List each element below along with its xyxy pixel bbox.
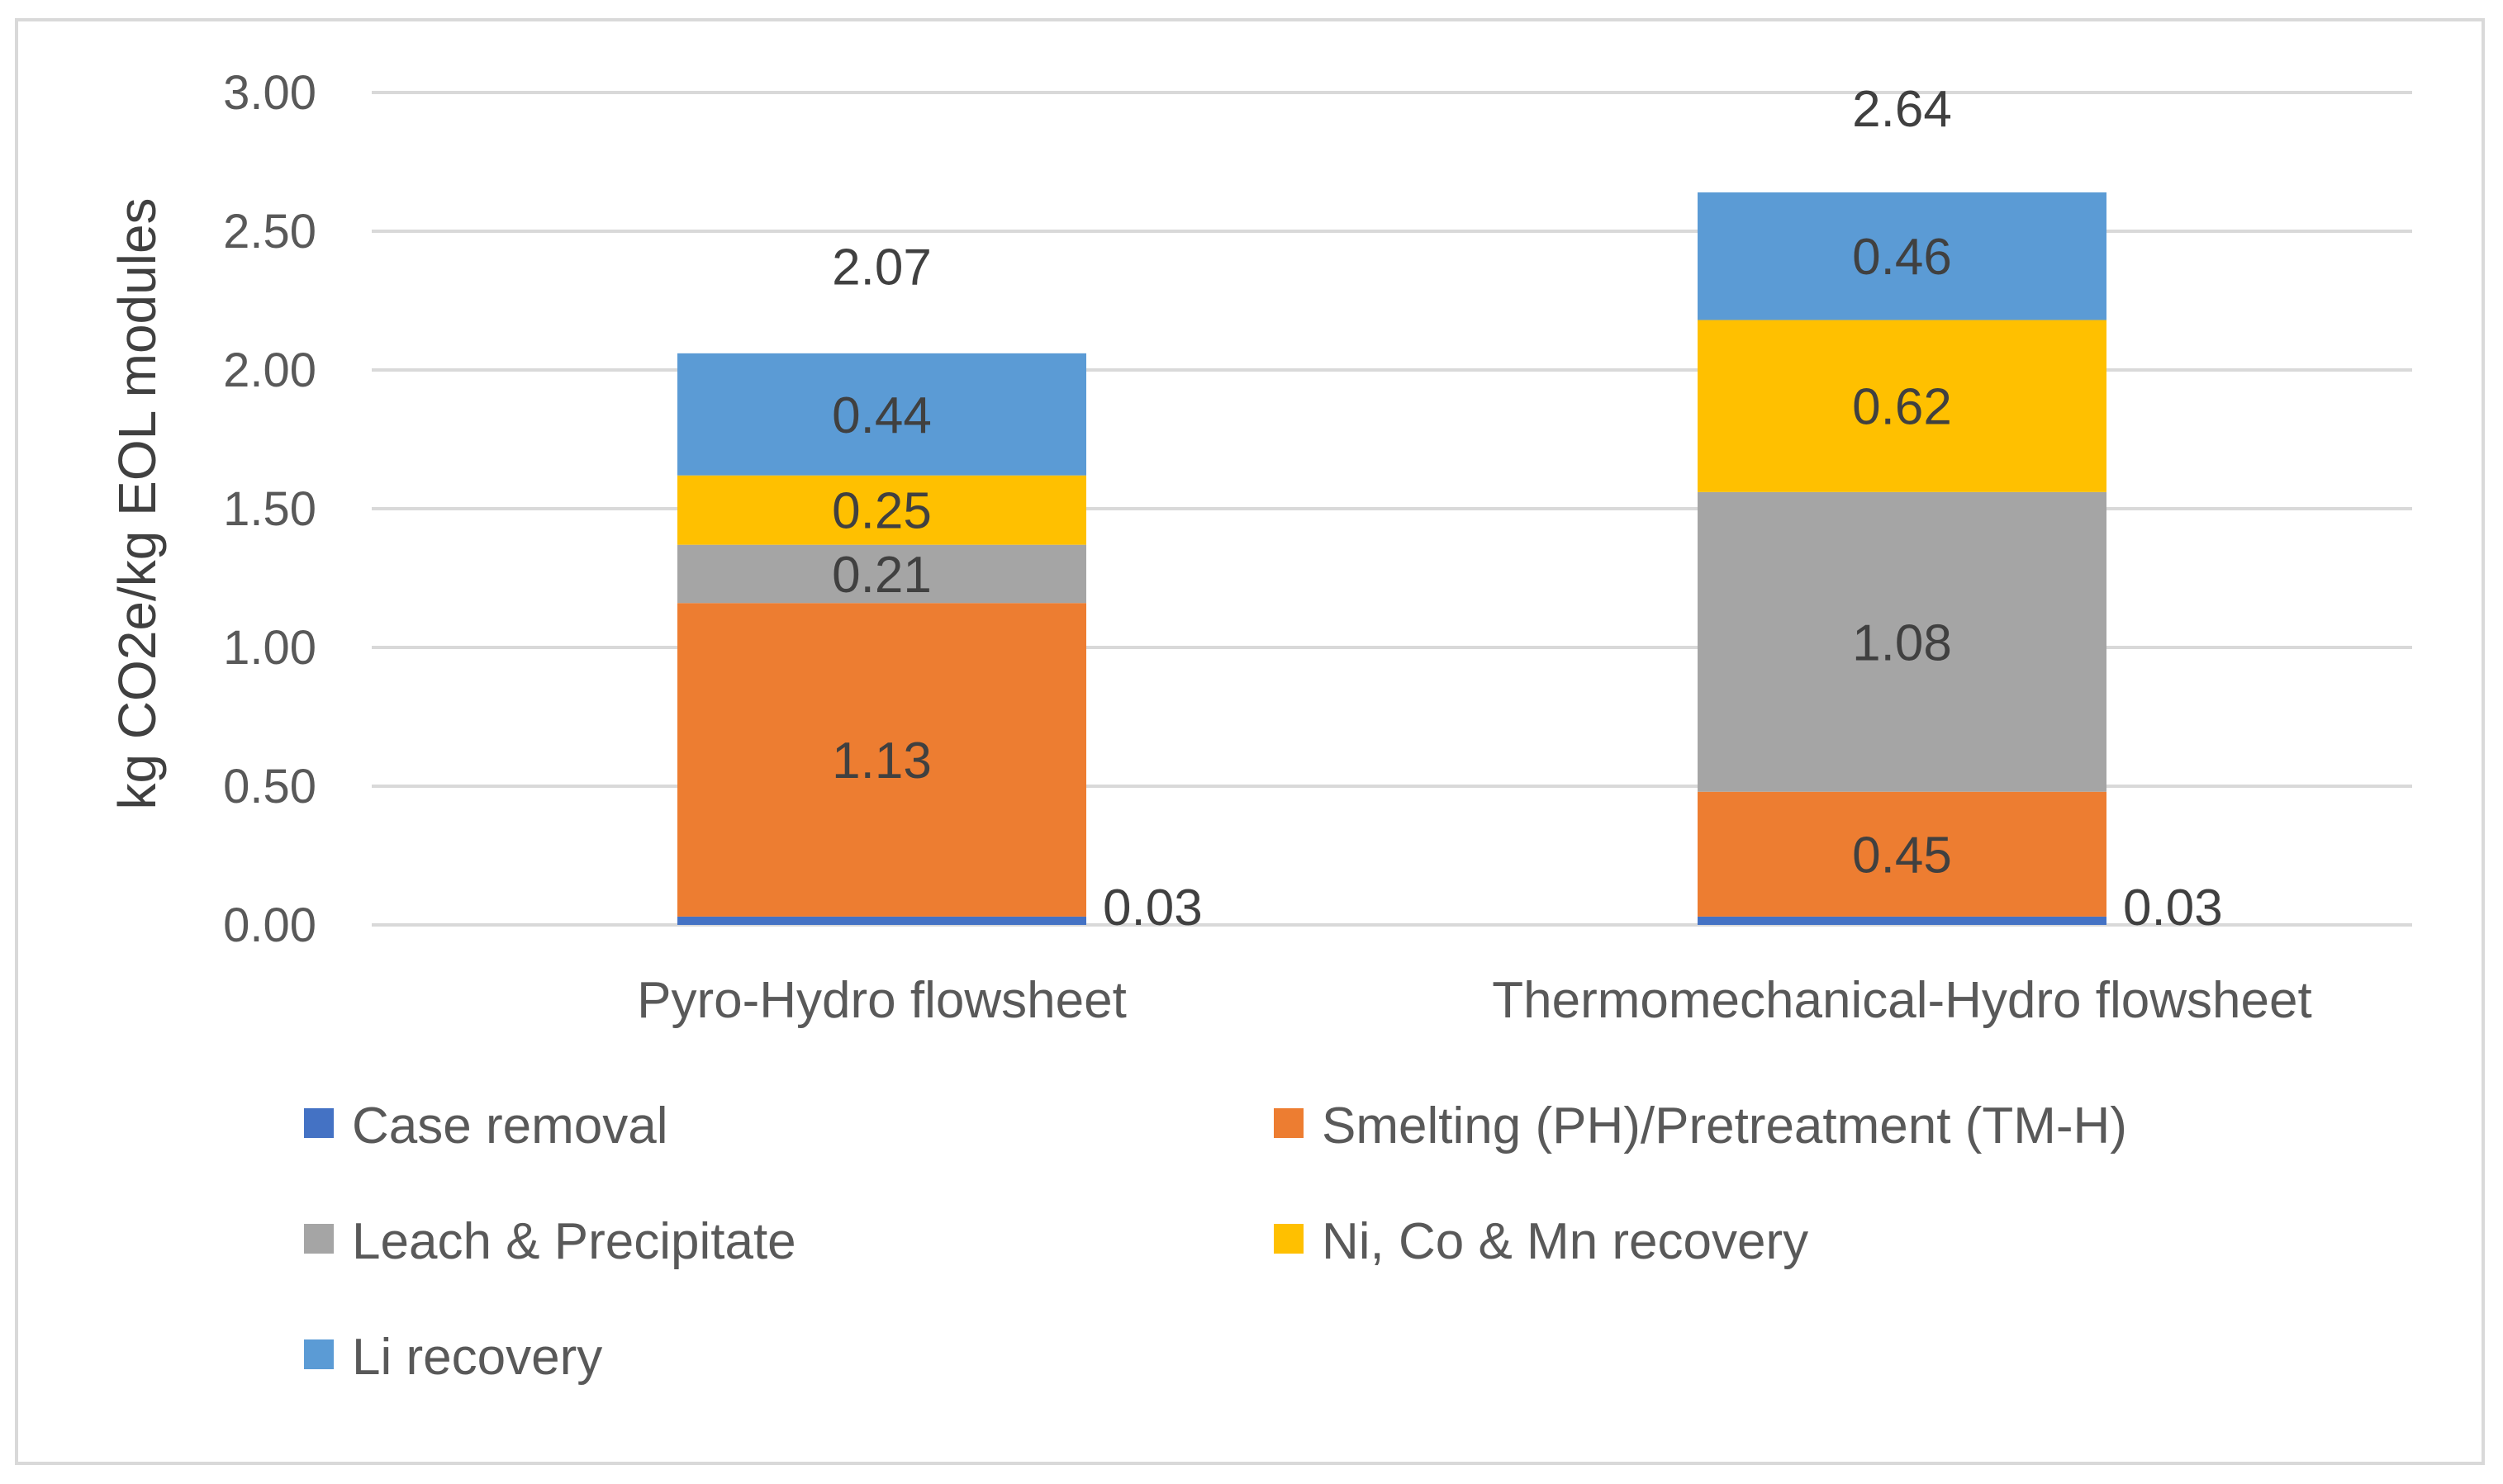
total-label: 2.07 [832, 239, 932, 296]
y-tick-label: 2.00 [223, 344, 316, 397]
bar-segment [677, 353, 1086, 476]
y-tick-label: 1.00 [223, 621, 316, 675]
legend-label: Leach & Precipitate [352, 1213, 796, 1270]
bar-segment [1698, 791, 2106, 917]
y-tick-label: 0.50 [223, 760, 316, 813]
data-label: 1.13 [832, 733, 932, 789]
y-tick-label: 3.00 [223, 66, 316, 120]
y-axis-title: kg CO2e/kg EOL modules [107, 197, 167, 809]
legend-swatch [1274, 1108, 1304, 1138]
bars [677, 192, 2106, 925]
legend-label: Smelting (PH)/Pretreatment (TM-H) [1322, 1098, 2127, 1154]
y-tick-label: 1.50 [223, 482, 316, 536]
data-label: 0.03 [2123, 879, 2223, 936]
legend: Case removal Smelting (PH)/Pretreatment (… [304, 1098, 2127, 1386]
y-tick-label: 0.00 [223, 898, 316, 952]
data-label: 0.03 [1103, 879, 1203, 936]
total-label: 2.64 [1852, 81, 1952, 138]
legend-label: Li recovery [352, 1329, 602, 1386]
y-tick-label: 2.50 [223, 205, 316, 258]
data-label: 0.46 [1852, 229, 1952, 286]
bar-segment [677, 544, 1086, 604]
bar-segment [1698, 491, 2106, 792]
data-label: 0.21 [832, 547, 932, 604]
x-category-label: Pyro-Hydro flowsheet [637, 972, 1127, 1029]
legend-swatch [1274, 1224, 1304, 1254]
legend-swatch [304, 1224, 334, 1254]
bar-segment [677, 916, 1086, 925]
legend-swatch [304, 1339, 334, 1369]
data-label: 0.62 [1852, 379, 1952, 436]
data-label: 0.25 [832, 483, 932, 540]
bar-segment [1698, 320, 2106, 492]
legend-label: Ni, Co & Mn recovery [1322, 1213, 1808, 1270]
legend-swatch [304, 1108, 334, 1138]
legend-label: Case removal [352, 1098, 667, 1154]
axes: 0.00 0.50 1.00 1.50 2.00 2.50 3.00 Pyro-Hydro f… [223, 66, 2312, 1029]
data-labels: 0.03 1.13 0.21 0.25 0.44 2.07 0.03 0.45 1.08 0.62… [832, 81, 2223, 936]
x-category-label: Thermomechanical-Hydro flowsheet [1492, 972, 2311, 1029]
bar-segment [1698, 192, 2106, 320]
data-label: 0.44 [832, 387, 932, 444]
data-label: 1.08 [1852, 614, 1952, 671]
data-label: 0.45 [1852, 827, 1952, 884]
bar-segment [1698, 916, 2106, 925]
bar-segment [677, 603, 1086, 917]
bar-segment [677, 475, 1086, 545]
